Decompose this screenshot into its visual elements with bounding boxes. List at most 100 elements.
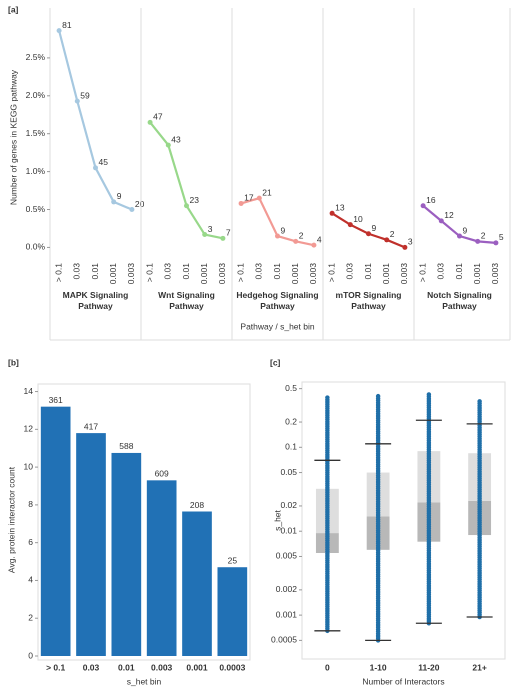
point-label: 3	[208, 224, 213, 234]
y-tick-label: 12	[24, 424, 34, 434]
facet-title: MAPK Signaling Pathway	[62, 290, 129, 311]
x-tick-label: 0.01	[90, 263, 100, 280]
y-tick-label: 4	[28, 575, 33, 585]
point	[220, 235, 226, 241]
bar	[217, 567, 248, 656]
point	[329, 210, 335, 216]
point-label: 9	[463, 225, 468, 235]
point-label: 9	[281, 225, 286, 235]
point-label: 17	[244, 193, 254, 203]
x-tick-label: 0	[325, 662, 330, 672]
x-tick-label: > 0.1	[417, 263, 427, 282]
point	[56, 28, 62, 34]
facet-title-box: Wnt Signaling Pathway	[158, 290, 215, 311]
y-tick-label: 0.001	[276, 609, 298, 619]
value-label: 609	[155, 469, 169, 479]
x-tick-label: 0.01	[118, 662, 135, 672]
x-axis-label: Number of Interactors	[362, 676, 444, 686]
y-tick-label: 10	[24, 461, 34, 471]
point	[184, 203, 189, 209]
x-tick-label: 0.03	[163, 263, 173, 280]
point	[74, 98, 80, 104]
y-tick-label: 2.0%	[26, 90, 46, 100]
point-label: 12	[444, 210, 454, 220]
x-tick-label: 0.01	[454, 263, 464, 280]
facet-title-box: mTOR Signaling Pathway	[335, 290, 402, 311]
x-tick-label: 0.03	[345, 263, 355, 280]
point-label: 2	[481, 231, 486, 241]
point	[366, 231, 371, 237]
x-tick-label: 0.001	[186, 662, 208, 672]
bar	[146, 480, 177, 656]
facet-title-box: Notch Signaling Pathway	[427, 290, 492, 311]
x-tick-label: 0.03	[436, 263, 446, 280]
x-tick-label: > 0.1	[144, 263, 154, 282]
frame	[301, 381, 506, 660]
x-tick-label: 0.003	[308, 263, 318, 285]
point	[256, 195, 262, 201]
point	[93, 165, 98, 171]
x-tick-label: > 0.1	[326, 263, 336, 282]
point-label: 13	[335, 203, 345, 213]
x-tick-label: 0.003	[151, 662, 173, 672]
point	[384, 237, 390, 243]
point	[457, 233, 462, 239]
x-tick-label: 0.03	[72, 263, 82, 280]
point	[147, 119, 153, 125]
y-axis-label: Number of genes in KEGG pathway	[8, 69, 18, 205]
value-label: 417	[84, 421, 98, 431]
y-tick-label: 0.05	[280, 467, 297, 477]
point-label: 7	[226, 228, 231, 238]
point	[293, 238, 299, 244]
x-tick-label: 21+	[472, 662, 486, 672]
point	[165, 142, 171, 148]
x-tick-label: > 0.1	[235, 263, 245, 282]
point	[475, 238, 481, 244]
panel-label: [a]	[8, 4, 19, 14]
point	[111, 199, 117, 205]
facet-title: mTOR Signaling Pathway	[335, 290, 402, 311]
x-tick-label: 0.003	[399, 263, 409, 285]
y-tick-label: 1.0%	[26, 166, 46, 176]
x-tick-label: 0.01	[181, 263, 191, 280]
y-tick-label: 0.0005	[271, 635, 297, 645]
y-tick-label: 6	[28, 537, 33, 547]
point-label: 16	[426, 195, 436, 205]
y-tick-label: 0.005	[276, 551, 298, 561]
point-label: 4	[317, 234, 322, 244]
point-label: 81	[62, 20, 72, 30]
bar	[40, 406, 71, 656]
x-tick-label: 0.003	[126, 263, 136, 285]
point	[438, 218, 444, 224]
y-tick-label: 0	[28, 650, 33, 660]
x-tick-label: 0.001	[290, 263, 300, 285]
panel-label: [c]	[270, 357, 281, 367]
x-tick-label: 0.01	[363, 263, 373, 280]
point	[238, 200, 244, 206]
y-tick-label: 0.2	[285, 416, 297, 426]
point-label: 20	[135, 199, 145, 209]
bar	[182, 511, 212, 656]
x-tick-label: 0.001	[472, 263, 482, 285]
point	[202, 232, 208, 238]
y-tick-label: 14	[24, 386, 34, 396]
x-tick-label: 0.001	[381, 263, 391, 285]
frame	[37, 383, 251, 661]
line	[58, 30, 133, 211]
value-label: 588	[119, 441, 133, 451]
y-tick-label: 8	[28, 499, 33, 509]
y-tick-label: 2	[28, 612, 33, 622]
x-tick-label: 1-10	[370, 662, 387, 672]
point-label: 23	[190, 195, 200, 205]
point-label: 2	[390, 229, 395, 239]
x-tick-label: 0.01	[272, 263, 282, 280]
point-label: 3	[408, 237, 413, 247]
point-label: 2	[299, 231, 304, 241]
value-label: 25	[228, 555, 238, 565]
point-label: 9	[372, 223, 377, 233]
point-label: 47	[153, 112, 163, 122]
y-tick-label: 0.5	[285, 383, 297, 393]
x-axis-label: Pathway / s_het bin	[240, 321, 314, 331]
line	[149, 121, 224, 240]
